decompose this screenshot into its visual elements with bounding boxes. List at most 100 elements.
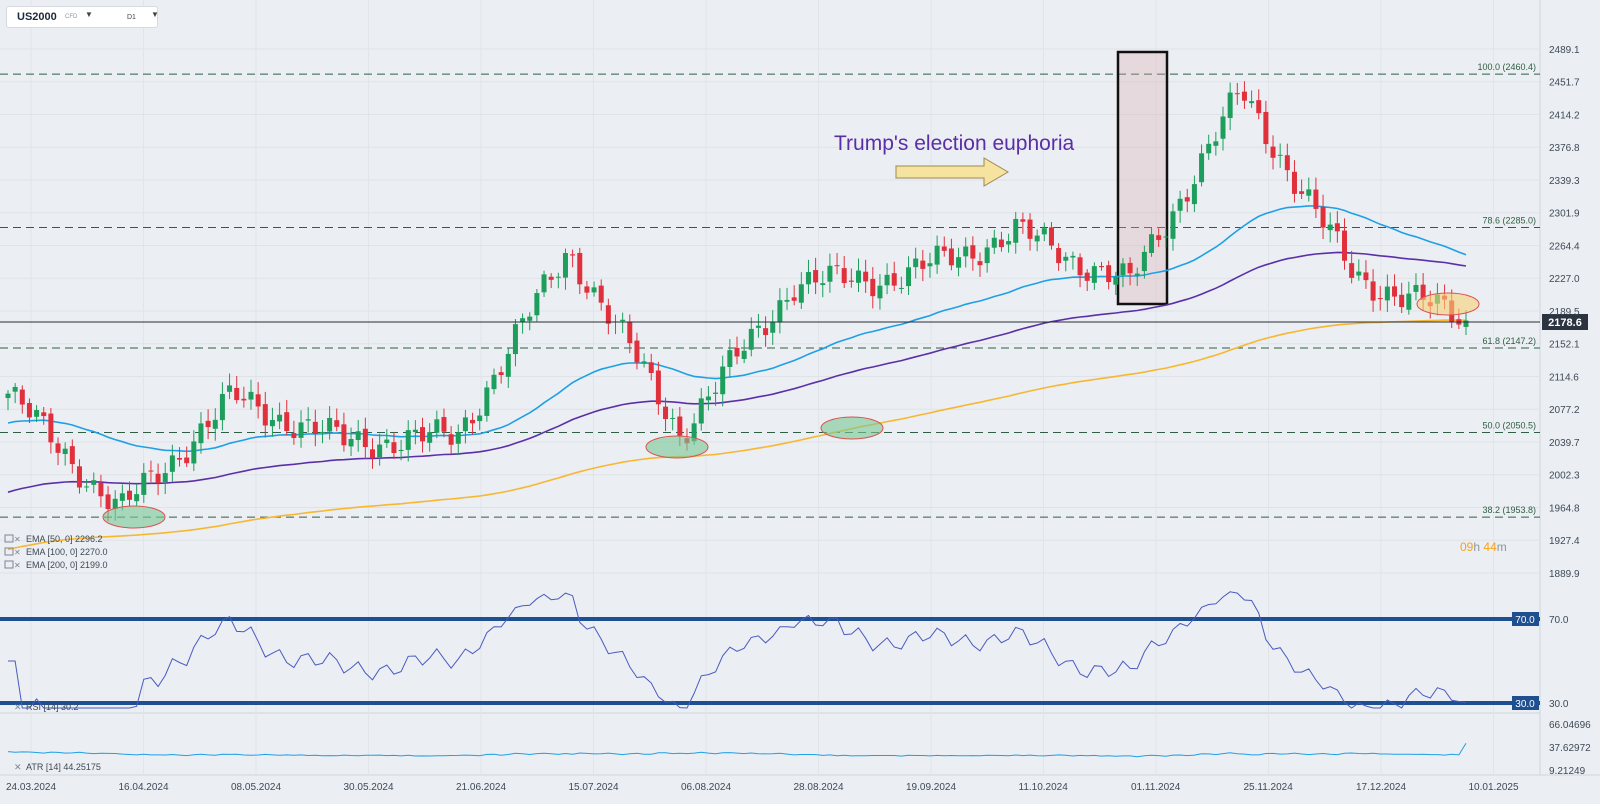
candle-body [970,245,976,259]
legend-ema200-label: EMA [200, 0] 2199.0 [26,560,108,570]
date-tick-label: 21.06.2024 [456,782,506,793]
date-tick-label: 25.11.2024 [1244,782,1294,793]
candle-body [498,372,504,376]
close-icon[interactable]: ✕ [14,702,22,712]
candle-body [1249,101,1255,104]
legend-ema200[interactable]: ✕ EMA [200, 0] 2199.0 [4,560,108,570]
candle-body [1063,256,1069,261]
candle-body [927,263,933,267]
candle-body [856,270,861,283]
price-tick-label: 2002.3 [1549,471,1580,482]
candle-body [663,406,669,420]
instrument-selector[interactable]: US2000 CFD ▼ D1 ▼ [6,6,159,28]
candle-body [1399,294,1405,308]
candle-body [898,287,904,289]
candle-body [348,438,354,447]
candle-body [555,276,561,278]
candle-body [1406,293,1412,310]
candle-body [34,410,40,417]
candle-body [1141,251,1147,272]
candle-body [870,278,876,297]
candle-body [219,393,225,421]
atr-axis-mid: 37.62972 [1549,743,1591,754]
legend-ema100[interactable]: ✕ EMA [100, 0] 2270.0 [4,547,108,557]
candle-body [155,473,161,484]
candle-body [655,370,661,405]
candle-body [470,419,476,424]
candle-body [19,389,25,405]
candle-body [1156,235,1162,240]
fib-label: 100.0 (2460.4) [1477,62,1536,72]
chevron-down-icon[interactable]: ▼ [85,10,93,19]
candle-body [277,414,283,422]
support-ellipse-august [645,435,709,459]
price-tick-label: 2451.7 [1549,78,1580,89]
close-icon[interactable]: ✕ [14,762,22,772]
list-icon [4,534,14,543]
candle-body [262,404,268,426]
candle-body [284,412,290,432]
candle-body [841,268,847,284]
current-price-label: 2178.6 [1548,317,1582,329]
candle-body [906,267,912,287]
candle-body [1313,189,1319,209]
fib-label: 50.0 (2050.5) [1482,421,1536,431]
candle-body [191,441,197,464]
support-ellipse-september [820,416,884,440]
candle-body [462,417,468,432]
candle-body [377,444,383,458]
close-icon[interactable]: ✕ [14,535,21,544]
chevron-down-icon[interactable]: ▼ [151,10,159,19]
candle-body [741,350,747,359]
close-icon[interactable]: ✕ [14,548,21,557]
annotation-text: Trump's election euphoria [834,132,1075,155]
candle-body [884,274,890,286]
candle-body [291,433,297,439]
candle-body [1299,191,1305,194]
candle-body [527,316,533,321]
candle-body [119,493,125,501]
timeframe-label[interactable]: D1 [127,14,136,21]
rsi-panel: 70.0 30.0 70.0 30.0 ✕ RSI [14] 30.2 [0,591,1569,712]
candlesticks [5,81,1469,522]
time-axis: 24.03.2024 16.04.2024 08.05.2024 30.05.2024… [6,782,1519,793]
candle-body [269,420,275,427]
candle-body [1199,153,1205,183]
candle-body [784,299,790,302]
candle-body [148,470,154,472]
candle-body [484,387,490,416]
candle-body [305,419,311,421]
candle-body [934,245,940,265]
candle-body [1213,141,1219,146]
candle-body [1270,146,1276,158]
candle-body [541,274,547,293]
close-icon[interactable]: ✕ [14,561,21,570]
ema50-line [7,205,1467,453]
candle-body [520,318,526,323]
candle-body [977,261,983,266]
price-tick-label: 2264.4 [1549,242,1580,253]
date-tick-label: 10.01.2025 [1469,782,1519,793]
candle-body [591,287,597,293]
atr-line [7,742,1467,758]
candle-body [577,252,583,285]
candle-body [1220,116,1226,139]
candle-body [1463,320,1469,327]
legend-ema50-label: EMA [50, 0] 2296.2 [26,534,103,544]
price-tick-label: 2414.2 [1549,111,1580,122]
candle-body [69,446,75,465]
candle-body [1041,228,1047,235]
rsi-upper-value: 70.0 [1515,615,1535,626]
price-tick-label: 2376.8 [1549,143,1580,154]
price-tick-label: 2077.2 [1549,405,1580,416]
candle-body [105,494,111,510]
fib-label: 78.6 (2285.0) [1482,215,1536,225]
date-tick-label: 30.05.2024 [344,782,394,793]
price-tick-label: 2489.1 [1549,45,1580,56]
candle-body [298,422,304,438]
legend-ema50[interactable]: ✕ EMA [50, 0] 2296.2 [4,534,103,544]
price-tick-label: 2152.1 [1549,340,1580,351]
annotation-arrow [895,157,1009,187]
